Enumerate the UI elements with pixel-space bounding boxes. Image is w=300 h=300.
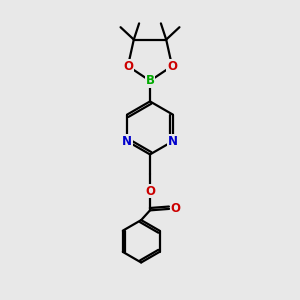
Text: B: B: [146, 74, 154, 87]
Text: N: N: [168, 135, 178, 148]
Text: O: O: [145, 185, 155, 198]
Text: O: O: [167, 60, 177, 73]
Text: N: N: [122, 135, 132, 148]
Text: O: O: [171, 202, 181, 215]
Text: O: O: [123, 60, 133, 73]
